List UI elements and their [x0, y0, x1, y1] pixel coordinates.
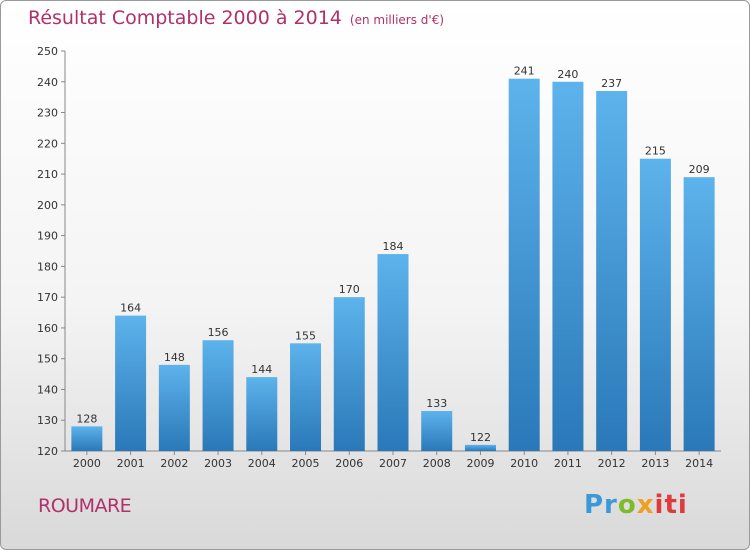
x-tick-label: 2011: [554, 457, 582, 470]
x-tick-label: 2008: [423, 457, 451, 470]
y-tick-label: 200: [37, 199, 58, 212]
value-label: 241: [514, 65, 535, 78]
y-tick-label: 250: [37, 45, 58, 58]
y-tick-label: 170: [37, 291, 58, 304]
x-tick-label: 2006: [335, 457, 363, 470]
x-tick-label: 2001: [117, 457, 145, 470]
y-tick-label: 180: [37, 260, 58, 273]
bar: [333, 297, 365, 451]
value-label: 144: [251, 363, 272, 376]
bar: [639, 158, 671, 451]
value-label: 240: [557, 68, 578, 81]
logo-part-4: iti: [654, 490, 688, 520]
value-label: 148: [164, 351, 185, 364]
bar: [71, 426, 103, 451]
bar: [552, 81, 584, 452]
y-tick-label: 140: [37, 383, 58, 396]
bar: [683, 177, 715, 451]
value-label: 133: [426, 397, 447, 410]
x-tick-label: 2003: [204, 457, 232, 470]
y-tick-label: 130: [37, 414, 58, 427]
value-label: 122: [470, 431, 491, 444]
x-tick-label: 2013: [641, 457, 669, 470]
bar: [115, 315, 147, 451]
y-tick-label: 220: [37, 137, 58, 150]
y-tick-label: 240: [37, 76, 58, 89]
x-tick-label: 2010: [510, 457, 538, 470]
logo-part-3: x: [636, 490, 655, 520]
value-label: 156: [208, 326, 229, 339]
chart-title-text: Résultat Comptable 2000 à 2014: [28, 7, 342, 29]
bar: [508, 78, 540, 451]
value-label: 170: [339, 283, 360, 296]
bar: [596, 91, 628, 451]
bar: [158, 364, 190, 451]
logo-part-2: o: [617, 490, 637, 520]
x-tick-label: 2014: [685, 457, 713, 470]
value-label: 215: [645, 145, 666, 158]
chart-unit: (en milliers d'€): [349, 13, 445, 27]
x-tick-label: 2002: [160, 457, 188, 470]
bar: [421, 411, 453, 451]
x-tick-label: 2004: [248, 457, 276, 470]
x-tick-label: 2005: [292, 457, 320, 470]
y-tick-label: 230: [37, 107, 58, 120]
bar: [464, 444, 496, 451]
logo-part-1: Pr: [584, 490, 618, 520]
value-label: 164: [120, 302, 141, 315]
value-label: 128: [76, 412, 97, 425]
x-tick-label: 2007: [379, 457, 407, 470]
bar: [290, 343, 322, 451]
y-tick-label: 190: [37, 230, 58, 243]
x-tick-label: 2009: [466, 457, 494, 470]
y-tick-label: 210: [37, 168, 58, 181]
value-label: 237: [601, 77, 622, 90]
value-label: 209: [689, 163, 710, 176]
proxiti-logo: Proxiti: [584, 490, 688, 520]
commune-name: ROUMARE: [38, 495, 132, 517]
y-tick-label: 150: [37, 353, 58, 366]
y-tick-label: 160: [37, 322, 58, 335]
value-label: 184: [383, 240, 404, 253]
bar: [377, 254, 409, 451]
y-tick-label: 120: [37, 445, 58, 458]
bar: [202, 340, 234, 451]
x-tick-label: 2012: [598, 457, 626, 470]
x-tick-label: 2000: [73, 457, 101, 470]
value-label: 155: [295, 329, 316, 342]
chart-title: Résultat Comptable 2000 à 2014 (en millie…: [28, 7, 444, 29]
bar: [246, 377, 278, 451]
